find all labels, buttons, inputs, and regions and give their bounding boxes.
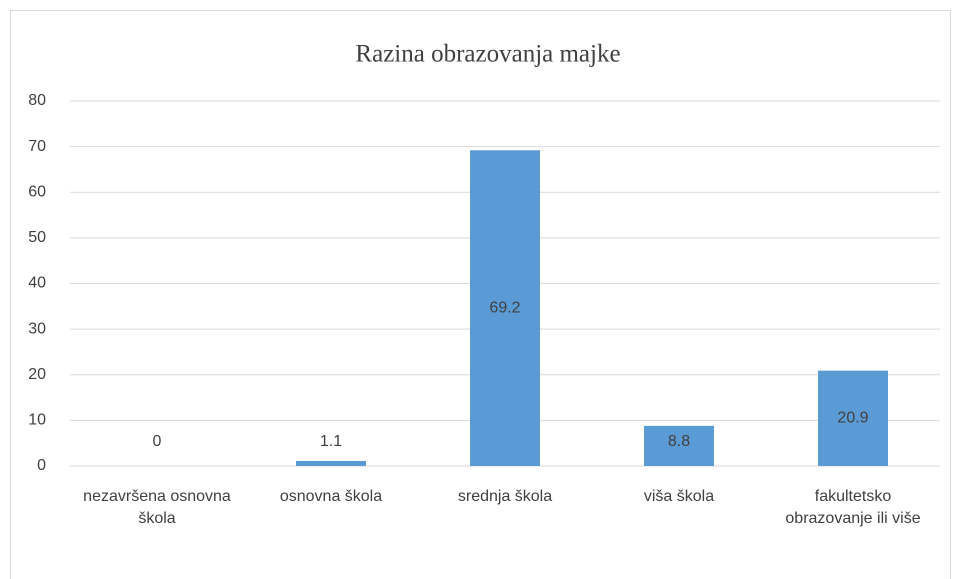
y-tick-label: 50 <box>28 229 46 246</box>
bar <box>296 460 366 466</box>
x-tick-label: viša škola <box>643 488 715 505</box>
y-tick-label: 60 <box>28 183 46 200</box>
bar <box>818 370 888 466</box>
y-tick-label: 0 <box>37 457 46 474</box>
y-tick-label: 70 <box>28 138 46 155</box>
data-label: 69.2 <box>489 299 520 316</box>
y-tick-label: 40 <box>28 275 46 292</box>
x-tick-label: srednja škola <box>457 488 553 505</box>
y-tick-label: 30 <box>28 320 46 337</box>
y-tick-label: 80 <box>28 92 46 109</box>
y-tick-label: 10 <box>28 412 46 429</box>
bar <box>644 425 714 466</box>
x-tick-label: osnovna škola <box>279 488 383 505</box>
data-label: 20.9 <box>837 410 868 427</box>
bar <box>470 150 540 466</box>
x-tick-label: fakultetsko obrazovanje ili više <box>785 488 921 527</box>
chart-title: Razina obrazovanja majke <box>355 41 620 68</box>
data-label: 8.8 <box>668 433 690 450</box>
data-label: 0 <box>153 433 162 450</box>
x-tick-label: nezavršena osnovna škola <box>83 488 231 527</box>
data-label: 1.1 <box>320 433 342 450</box>
y-tick-label: 20 <box>28 366 46 383</box>
